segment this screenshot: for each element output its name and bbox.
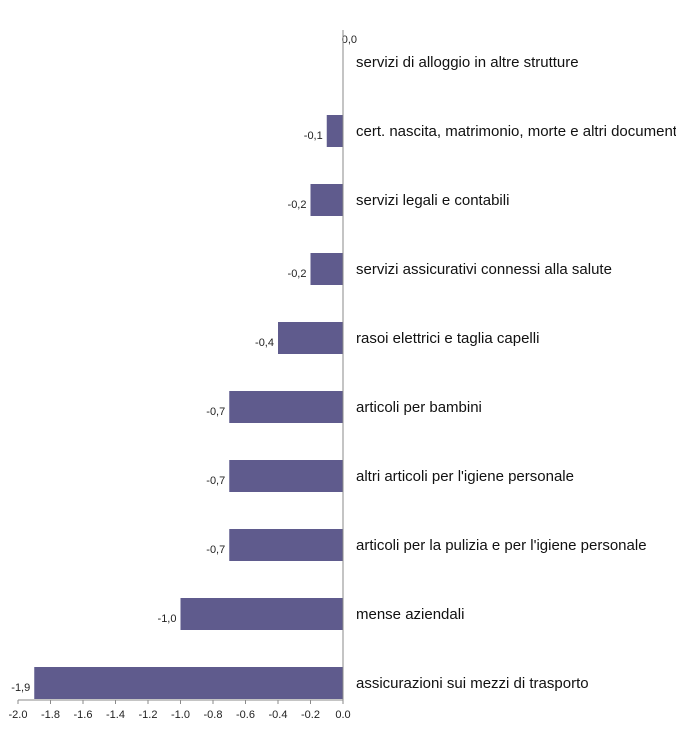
x-tick-label-0: -2.0 — [9, 709, 28, 721]
category-label-8: mense aziendali — [356, 606, 464, 623]
value-label-5: -0,7 — [206, 406, 225, 418]
x-tick-label-10: 0.0 — [335, 709, 350, 721]
bar-6 — [229, 460, 343, 492]
value-label-9: -1,9 — [11, 682, 30, 694]
value-label-8: -1,0 — [158, 613, 177, 625]
x-tick-label-8: -0.4 — [269, 709, 288, 721]
x-tick-label-6: -0.8 — [204, 709, 223, 721]
category-label-9: assicurazioni sui mezzi di trasporto — [356, 675, 589, 692]
value-label-7: -0,7 — [206, 544, 225, 556]
category-label-0: servizi di alloggio in altre strutture — [356, 54, 579, 71]
value-label-3: -0,2 — [288, 268, 307, 280]
category-label-4: rasoi elettrici e taglia capelli — [356, 330, 539, 347]
bar-2 — [310, 184, 343, 216]
category-label-6: altri articoli per l'igiene personale — [356, 468, 574, 485]
category-label-5: articoli per bambini — [356, 399, 482, 416]
x-tick-label-2: -1.6 — [74, 709, 93, 721]
bar-3 — [310, 253, 343, 285]
bar-7 — [229, 529, 343, 561]
x-tick-label-5: -1.0 — [171, 709, 190, 721]
value-label-1: -0,1 — [304, 130, 323, 142]
bar-9 — [34, 667, 343, 699]
bar-1 — [326, 115, 343, 147]
value-label-4: -0,4 — [255, 337, 274, 349]
x-tick-label-7: -0.6 — [236, 709, 255, 721]
category-label-3: servizi assicurativi connessi alla salut… — [356, 261, 612, 278]
category-label-2: servizi legali e contabili — [356, 192, 509, 209]
value-label-0: 0,0 — [342, 34, 357, 46]
x-tick-label-1: -1.8 — [41, 709, 60, 721]
bar-8 — [180, 598, 343, 630]
x-tick-label-3: -1.4 — [106, 709, 125, 721]
value-label-2: -0,2 — [288, 199, 307, 211]
bar-4 — [278, 322, 343, 354]
category-label-7: articoli per la pulizia e per l'igiene p… — [356, 537, 647, 554]
value-label-6: -0,7 — [206, 475, 225, 487]
category-label-1: cert. nascita, matrimonio, morte e altri… — [356, 123, 676, 140]
x-tick-label-4: -1.2 — [139, 709, 158, 721]
bar-5 — [229, 391, 343, 423]
x-tick-label-9: -0.2 — [301, 709, 320, 721]
